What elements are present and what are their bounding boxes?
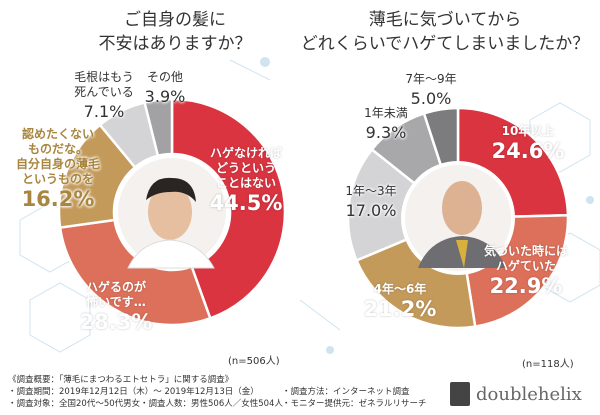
label-4-6-years: 4年〜6年 21.2% <box>363 282 437 321</box>
survey-period: ・調査期間：2019年12月12日（木）〜 2019年12月13日（金） <box>8 387 259 397</box>
dna-icon <box>450 382 470 406</box>
left-sample-size: (n=506人) <box>228 356 280 367</box>
right-chart-title: 薄毛に気づいてから どれくらいでハゲてしまいましたか？ <box>300 10 590 54</box>
right-sample-size: (n=118人) <box>522 359 574 370</box>
label-other: その他 3.9% <box>144 70 186 106</box>
label-under-1-year: 1年未満 9.3% <box>364 106 408 142</box>
worried-man-photo <box>114 154 230 270</box>
label-10-plus: 10年以上 24.6% <box>491 124 565 163</box>
survey-provider: ・モニター提供元：ゼネラルリサーチ <box>282 399 427 409</box>
label-no-problem: ハゲなければ どうという ことはない 44.5% <box>209 146 283 215</box>
label-scared: ハゲるのが 怖いです… 28.3% <box>79 280 153 334</box>
survey-target: ・調査対象：全国20代〜50代男女 <box>8 399 141 409</box>
label-denial: 認めたくない ものだな。 自分自身の薄毛 というものを 16.2% <box>15 127 100 211</box>
doublehelix-logo: doublehelix <box>450 382 582 406</box>
thinking-man-photo <box>401 161 515 275</box>
label-roots-dead: 毛根はもう 死んでいる 7.1% <box>74 70 134 121</box>
label-1-3-years: 1年〜3年 17.0% <box>345 184 397 220</box>
brand-name: doublehelix <box>476 383 582 405</box>
label-7-9-years: 7年〜9年 5.0% <box>405 72 457 108</box>
survey-heading: 《調査概要：「薄毛にまつわるエトセトラ」に関する調査》 <box>8 375 234 385</box>
label-already-bald: 気づいた時には ハゲていた 22.9% <box>483 244 568 298</box>
survey-method: ・調査方法：インターネット調査 <box>282 387 410 397</box>
left-chart-title: ご自身の髪に 不安はありますか？ <box>98 10 252 54</box>
survey-count: ・調査人数：男性506人／女性504人 <box>140 399 283 409</box>
